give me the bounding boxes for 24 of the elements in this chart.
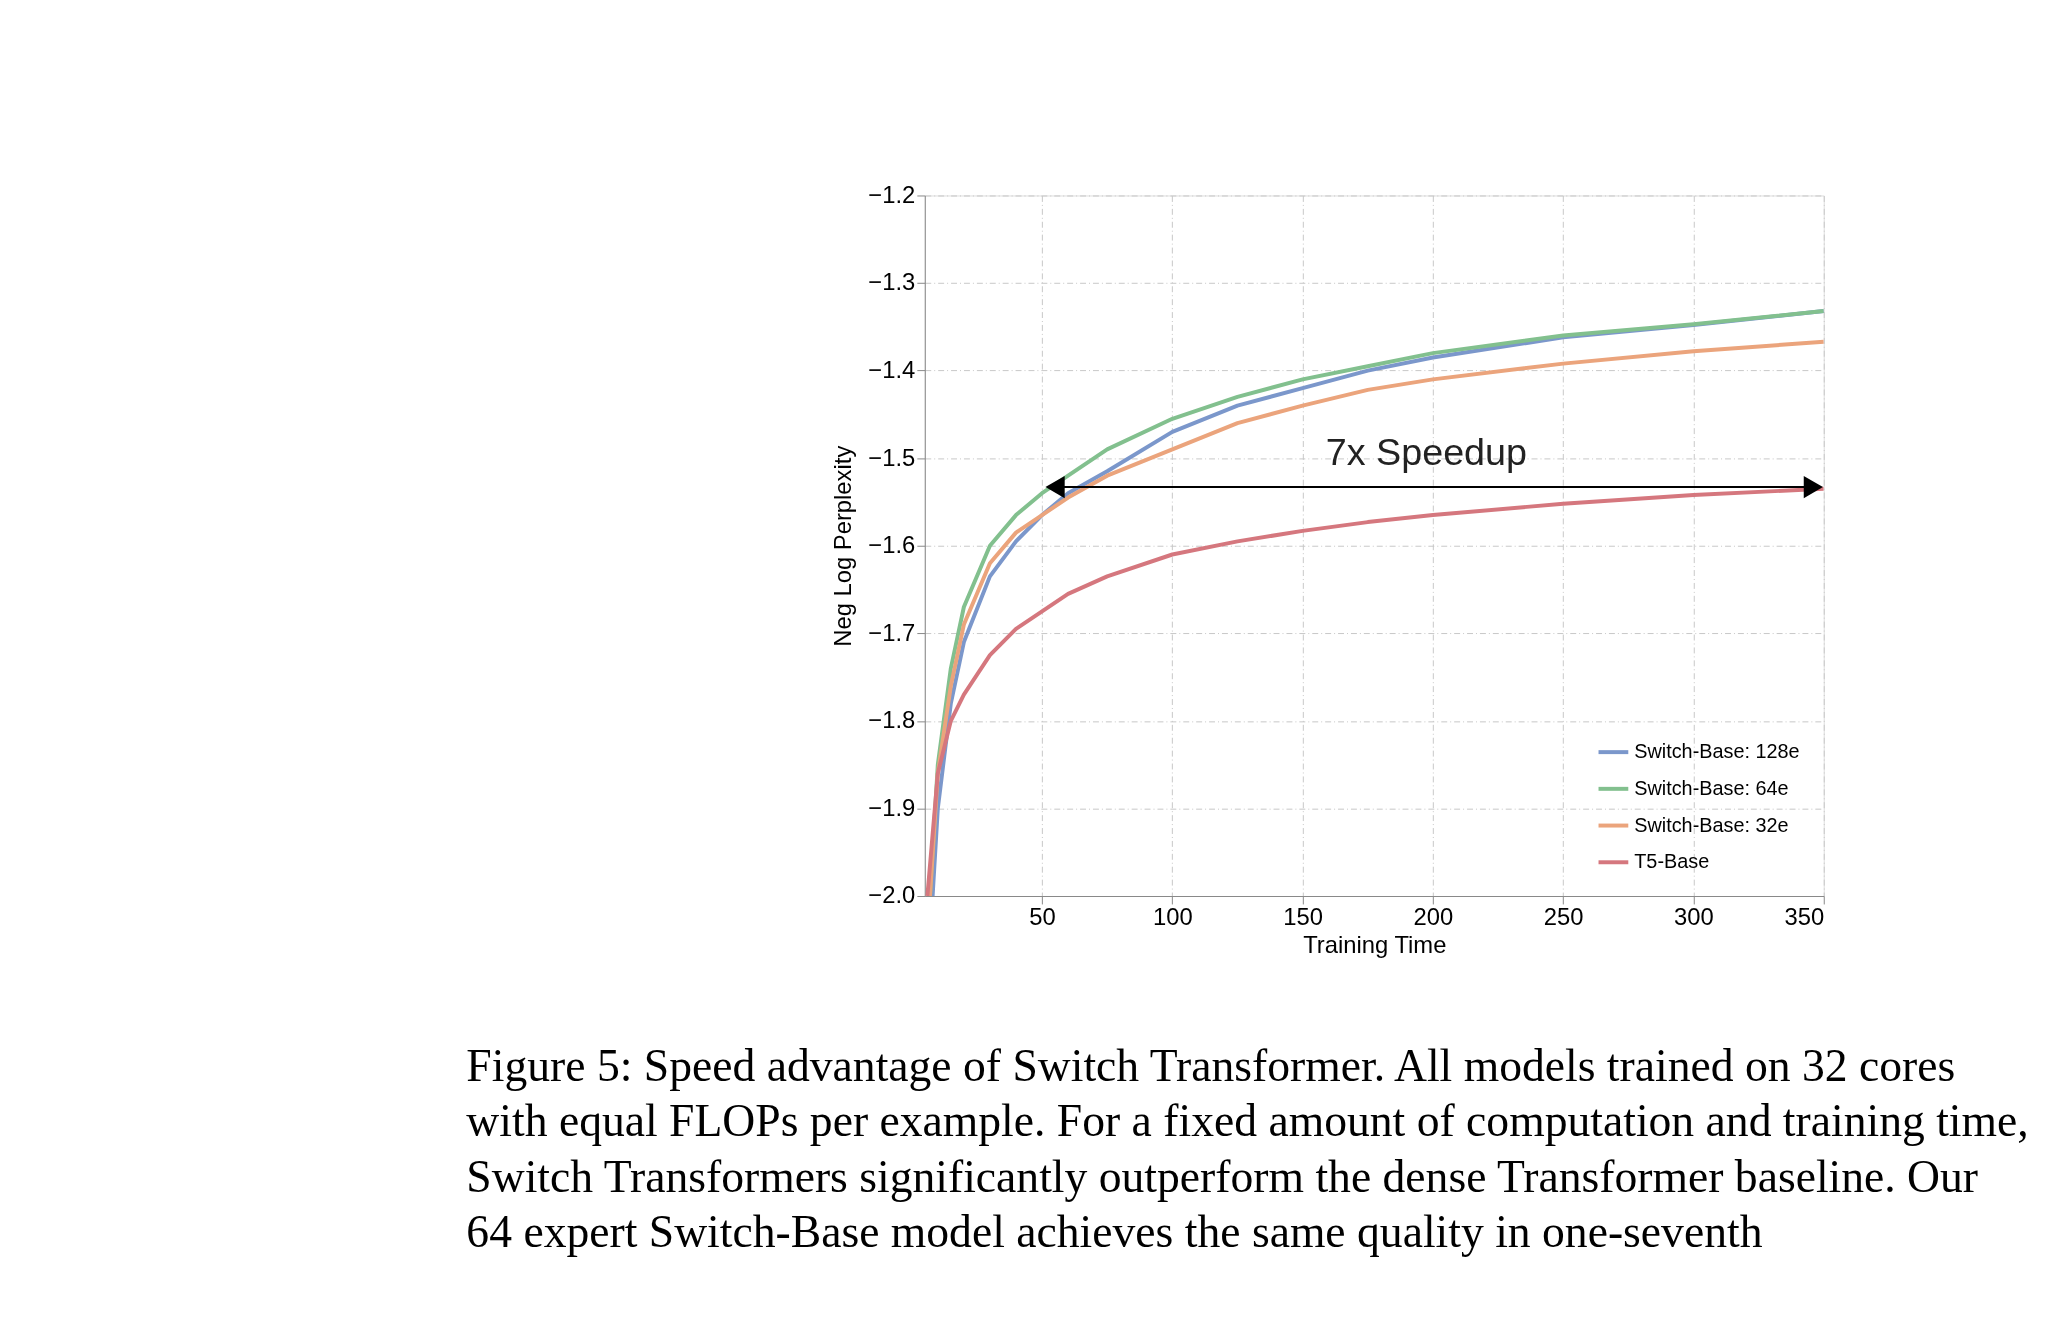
x-tick-label: 350 bbox=[1784, 903, 1825, 931]
x-tick-label: 300 bbox=[1674, 903, 1714, 931]
caption: Figure 5: Speed advantage of Switch Transformer. All models trained on 32 cores with equal FLOPs per example. For a fixed amount of computation and training time, Switch Transformers significantly outperform the dense Transformer baseline. Our 64 expert Switch-Base model achieves the same quality in one-seventh bbox=[466, 1039, 2029, 1258]
y-tick-label: −1.9 bbox=[868, 793, 916, 821]
legend-label: Switch-Base: 64e bbox=[1634, 776, 1789, 799]
x-axis-title: Training Time bbox=[1303, 931, 1447, 959]
annotation: 7x Speedup bbox=[1325, 431, 1527, 474]
legend-label: T5-Base bbox=[1634, 850, 1710, 873]
y-tick-label: −1.8 bbox=[868, 706, 916, 734]
y-tick-label: −1.5 bbox=[868, 443, 916, 471]
legend-label: Switch-Base: 32e bbox=[1634, 813, 1789, 836]
legend-label: Switch-Base: 128e bbox=[1634, 740, 1800, 763]
x-tick-label: 200 bbox=[1413, 903, 1454, 931]
y-tick-label: −2.0 bbox=[868, 881, 916, 909]
y-tick-label: −1.6 bbox=[868, 531, 916, 559]
y-tick-label: −1.4 bbox=[868, 356, 916, 384]
y-tick-label: −1.7 bbox=[868, 618, 916, 646]
x-tick-label: 150 bbox=[1283, 903, 1323, 931]
y-tick-label: −1.2 bbox=[868, 180, 916, 208]
x-tick-label: 100 bbox=[1152, 903, 1193, 931]
x-tick-label: 50 bbox=[1029, 903, 1056, 931]
y-tick-label: −1.3 bbox=[868, 268, 916, 296]
y-axis-title: Neg Log Perplexity bbox=[829, 445, 857, 647]
x-tick-label: 250 bbox=[1543, 903, 1584, 931]
